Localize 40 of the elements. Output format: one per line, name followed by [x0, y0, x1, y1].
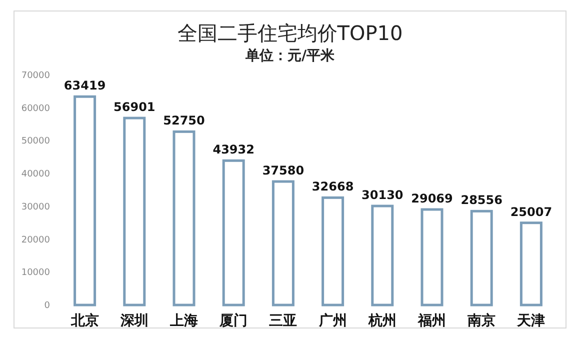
x-tick-label: 福州 — [417, 312, 446, 329]
x-tick-label: 杭州 — [367, 312, 396, 329]
data-label: 29069 — [411, 191, 453, 206]
bar — [420, 208, 444, 306]
data-label: 30130 — [362, 188, 404, 202]
x-tick-label: 厦门 — [218, 312, 248, 329]
bar — [371, 204, 394, 306]
x-tick-label: 南京 — [466, 312, 496, 329]
bar — [172, 130, 196, 306]
data-label: 25007 — [510, 204, 552, 219]
x-tick-label: 上海 — [169, 313, 198, 329]
data-label: 56901 — [114, 100, 156, 114]
y-tick-label: 30000 — [21, 202, 50, 212]
y-tick-label: 50000 — [21, 136, 50, 147]
x-tick-label: 广州 — [318, 312, 347, 329]
x-tick-label: 北京 — [70, 312, 99, 329]
y-tick-label: 60000 — [21, 104, 50, 114]
data-label: 52750 — [163, 114, 205, 128]
x-tick-label: 天津 — [516, 313, 546, 329]
bar — [470, 210, 493, 306]
bar — [123, 116, 146, 306]
bar — [74, 95, 96, 306]
y-tick-label: 10000 — [21, 268, 50, 278]
data-label: 43932 — [212, 142, 254, 157]
bar — [222, 159, 245, 306]
data-label: 63419 — [64, 78, 106, 93]
y-tick-label: 20000 — [21, 235, 50, 246]
x-tick-label: 深圳 — [119, 313, 148, 329]
chart-subtitle: 单位：元/平米 — [244, 48, 336, 64]
bar — [322, 196, 344, 306]
data-label: 28556 — [460, 193, 502, 208]
chart-title: 全国二手住宅均价TOP10 — [177, 21, 403, 45]
y-tick-label: 70000 — [21, 71, 50, 81]
x-tick-label: 三亚 — [269, 313, 298, 329]
data-label: 37580 — [262, 164, 304, 178]
bar — [520, 222, 542, 306]
y-tick-label: 0 — [44, 301, 50, 311]
bar — [272, 180, 294, 306]
data-label: 32668 — [312, 180, 354, 194]
y-tick-label: 40000 — [21, 170, 50, 180]
